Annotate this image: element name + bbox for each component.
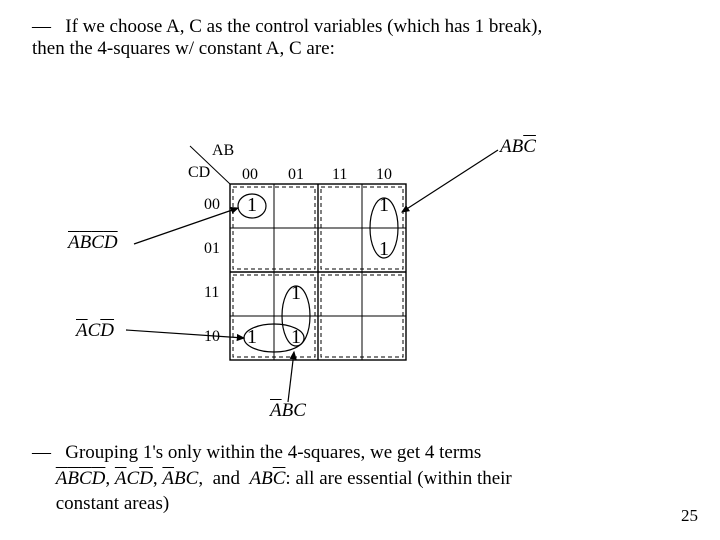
bottom-paragraph: — Grouping 1's only within the 4-squares… (32, 440, 692, 517)
label-abcd-allbar: ABCD (68, 232, 118, 254)
bot-line3: constant areas) (56, 493, 169, 514)
page-number: 25 (681, 506, 698, 526)
term1: ABCD (56, 468, 106, 489)
term3: ABC (162, 468, 198, 489)
term2: ACD (115, 468, 153, 489)
colon-tail: : all are essential (within their (285, 468, 511, 489)
dash2: — (32, 442, 51, 463)
label-acdbar: ACD (76, 320, 114, 342)
bot-line1: Grouping 1's only within the 4-squares, … (65, 442, 481, 463)
label-abarbc: ABC (270, 400, 306, 422)
and-word: and (213, 468, 240, 489)
term4: ABC (250, 468, 286, 489)
